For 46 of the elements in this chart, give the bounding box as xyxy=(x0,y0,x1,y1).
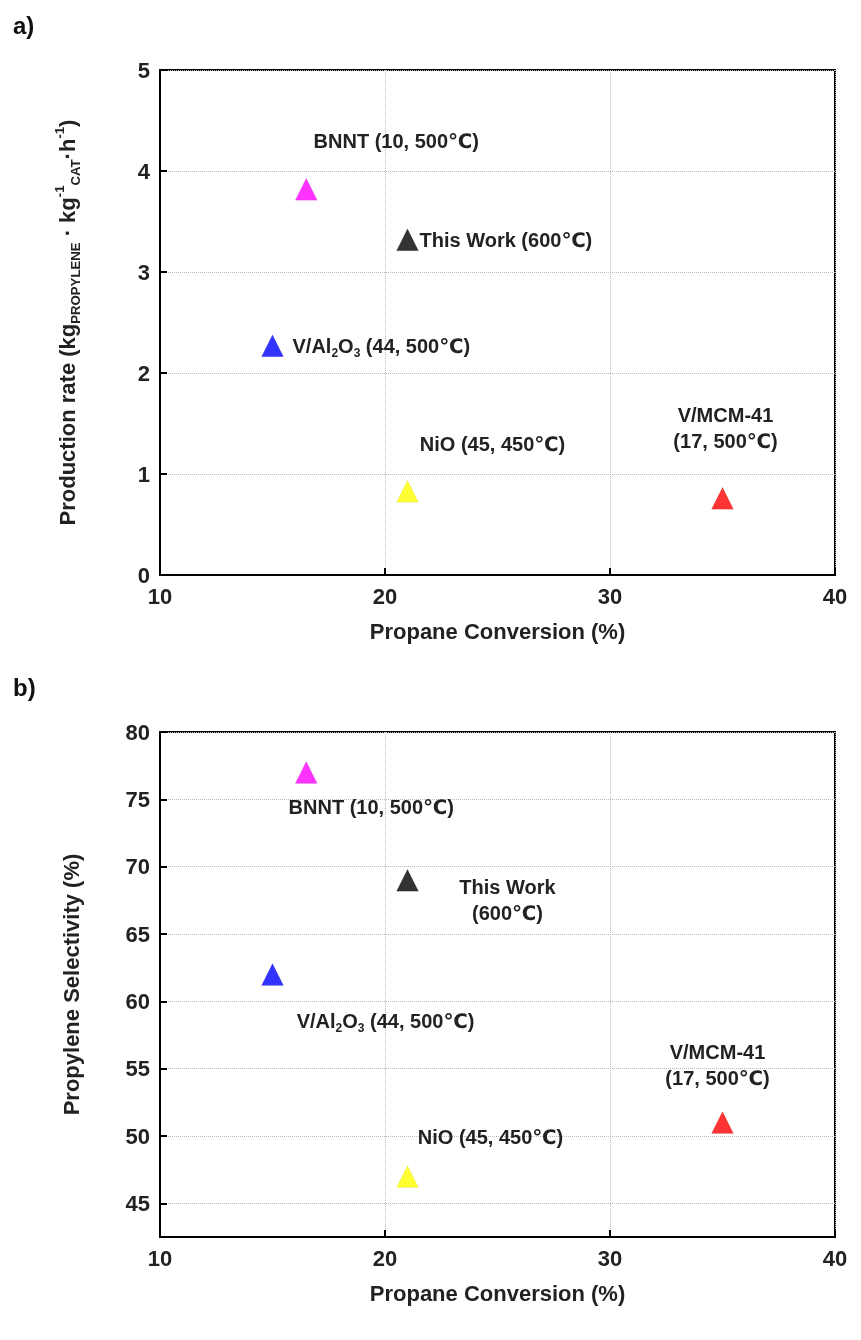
point xyxy=(396,479,419,503)
annotation: This Work (600℃) xyxy=(419,228,593,251)
y-tick-label: 3 xyxy=(137,259,150,285)
y-tick-label: 2 xyxy=(137,360,150,386)
x-axis-title: Propane Conversion (%) xyxy=(369,618,626,644)
annotation: This Work (600℃) xyxy=(459,876,557,925)
point xyxy=(396,868,419,892)
point xyxy=(396,1165,419,1188)
y-tick-label: 55 xyxy=(125,1056,150,1082)
y-tick-label: 50 xyxy=(125,1123,150,1149)
chart-title: b) xyxy=(13,673,36,701)
x-tick-label: 10 xyxy=(147,583,173,609)
point xyxy=(295,761,318,784)
y-tick-label: 70 xyxy=(125,854,150,880)
y-tick-label: 1 xyxy=(137,461,150,487)
y-tick-label: 45 xyxy=(125,1190,150,1216)
annotation: V/MCM-41 (17, 500℃) xyxy=(673,404,778,453)
annotation: NiO (45, 450℃) xyxy=(417,1126,564,1149)
y-tick-label: 5 xyxy=(137,57,150,83)
point xyxy=(711,486,734,510)
y-tick-label: 60 xyxy=(125,988,150,1014)
y-axis-title: Production rate (kgPROPYLENE · kg-1CAT·h-1) xyxy=(52,119,83,526)
chart-title: a) xyxy=(13,11,35,39)
x-axis-title: Propane Conversion (%) xyxy=(369,1280,626,1306)
point xyxy=(261,334,284,357)
x-tick-label: 30 xyxy=(597,1245,623,1271)
annotation: BNNT (10, 500℃) xyxy=(288,796,454,819)
x-tick-label: 20 xyxy=(372,1245,398,1271)
annotation: BNNT (10, 500℃) xyxy=(313,130,479,153)
point xyxy=(261,963,284,986)
x-tick-label: 40 xyxy=(822,1245,848,1271)
x-tick-label: 40 xyxy=(822,583,848,609)
point xyxy=(396,228,419,251)
point xyxy=(711,1111,734,1134)
y-axis-title: Propylene Selectivity (%) xyxy=(58,853,84,1116)
x-tick-label: 10 xyxy=(147,1245,173,1271)
annotation: V/MCM-41 (17, 500℃) xyxy=(665,1040,770,1089)
point xyxy=(295,177,318,201)
y-tick-label: 4 xyxy=(137,158,151,184)
y-tick-label: 65 xyxy=(125,921,150,947)
annotation: NiO (45, 450℃) xyxy=(419,433,566,456)
x-tick-label: 30 xyxy=(597,583,623,609)
x-tick-label: 20 xyxy=(372,583,398,609)
y-tick-label: 80 xyxy=(125,719,150,745)
y-tick-label: 75 xyxy=(125,786,150,812)
y-tick-label: 0 xyxy=(137,562,150,588)
